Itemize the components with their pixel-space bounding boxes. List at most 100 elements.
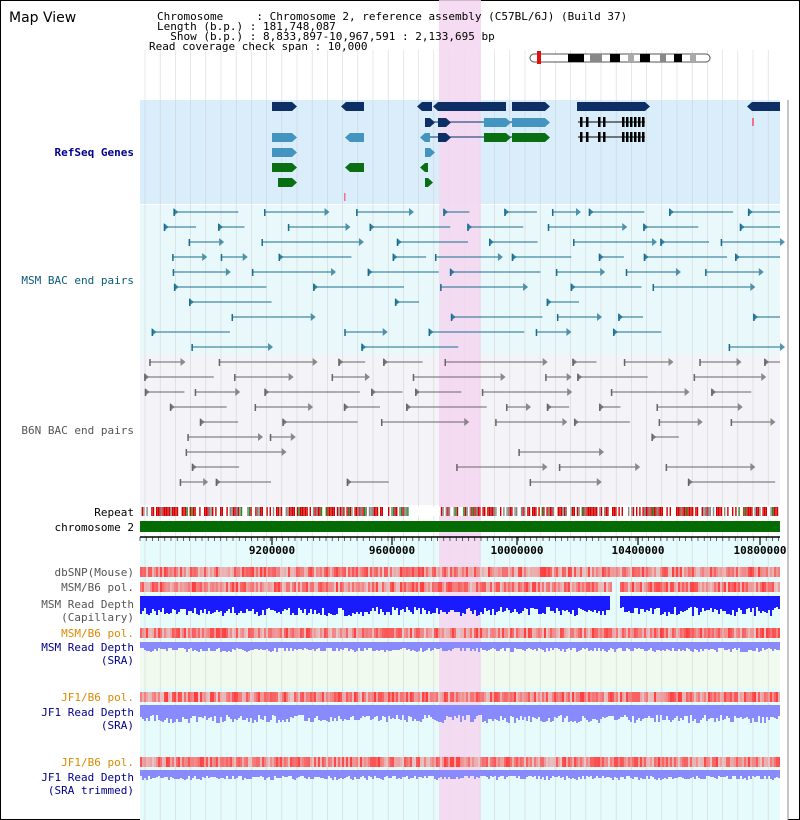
b6n-bac-pair-end	[254, 404, 257, 411]
jf1-pol-heat-cell	[208, 692, 210, 702]
msm-pol-sra-heat-cell	[638, 628, 640, 638]
msm-bac-pair-arrow	[151, 328, 157, 336]
msm-sra-depth-bar	[184, 642, 186, 649]
jf1-sra-depth-bar	[378, 705, 380, 721]
jf1-trim-depth-bar	[716, 770, 718, 779]
jf1-sra-depth-bar	[480, 705, 482, 715]
jf1-pol-heat-cell	[194, 692, 196, 702]
msm-capillary-depth-bar	[376, 596, 378, 607]
jf1-pol-heat-cell	[444, 692, 446, 702]
dbsnp-heat-cell	[156, 567, 158, 577]
msm-bac-pair-arrow	[173, 208, 179, 216]
gene-feature-arrow	[420, 133, 425, 142]
jf1-pol-heat-cell	[230, 692, 232, 702]
track-label-refseq[interactable]: RefSeq Genes	[54, 146, 134, 159]
dbsnp-heat-cell	[226, 567, 228, 577]
jf1-trim-depth-bar	[422, 770, 424, 778]
b6n-bac-pair-arrow	[169, 403, 175, 411]
msm-sra-depth-bar	[686, 642, 688, 648]
msm-pol-sra-heat-cell	[380, 628, 382, 638]
jf1-pol-trim-heat-cell	[706, 757, 708, 767]
msm-pol-heat-cell	[662, 582, 664, 592]
jf1-pol-heat-cell	[530, 692, 532, 702]
msm-pol-sra-heat-cell	[324, 628, 326, 638]
dbsnp-heat-cell	[308, 567, 310, 577]
msm-pol-heat-cell	[664, 582, 666, 592]
jf1-trim-depth-bar	[484, 770, 486, 776]
msm-capillary-depth-bar	[228, 596, 230, 609]
msm-sra-depth-bar	[286, 642, 288, 648]
msm-capillary-depth-bar	[382, 596, 384, 612]
msm-bac-pair-arrow	[202, 253, 208, 261]
msm-capillary-depth-bar	[334, 596, 336, 615]
dbsnp-heat-cell	[410, 567, 412, 577]
jf1-trim-depth-bar	[772, 770, 774, 780]
msm-pol-heat-cell	[406, 582, 408, 592]
coverage-span-info: Read coverage check span : 10,000	[149, 40, 368, 53]
msm-pol-heat-cell	[534, 582, 536, 592]
jf1-trim-depth-bar	[366, 770, 368, 780]
msm-bac-pair-arrow	[739, 223, 745, 231]
msm-sra-depth-bar	[604, 642, 606, 651]
msm-pol-heat-cell	[440, 582, 442, 592]
jf1-trim-depth-bar	[374, 770, 376, 776]
repeat-feature	[159, 507, 161, 516]
msm-capillary-depth-bar	[724, 596, 726, 611]
b6n-bac-pair-arrow	[770, 418, 776, 426]
b6n-bac-pair-end	[730, 419, 733, 426]
b6n-bac-pair-arrow	[761, 373, 767, 381]
jf1-pol-heat-cell	[626, 692, 628, 702]
dbsnp-heat-cell	[294, 567, 296, 577]
repeat-feature	[164, 507, 166, 516]
msm-pol-sra-heat-cell	[508, 628, 510, 638]
jf1-sra-depth-bar	[774, 705, 776, 718]
jf1-pol-trim-heat-cell	[240, 757, 242, 767]
msm-pol-heat-cell	[660, 582, 662, 592]
msm-pol-heat-cell	[622, 582, 624, 592]
msm-pol-heat-cell	[288, 582, 290, 592]
jf1-pol-trim-heat-cell	[576, 757, 578, 767]
msm-pol-heat-cell	[208, 582, 210, 592]
msm-capillary-depth-bar	[660, 596, 662, 615]
msm-pol-sra-heat-cell	[720, 628, 722, 638]
msm-bac-pair-arrow	[618, 313, 624, 321]
b6n-bac-pair-arrow	[180, 358, 186, 366]
msm-sra-depth-bar	[332, 642, 334, 651]
jf1-trim-depth-bar	[558, 770, 560, 776]
jf1-pol-trim-heat-cell	[762, 757, 764, 767]
dbsnp-heat-cell	[578, 567, 580, 577]
msm-capillary-depth-bar	[188, 596, 190, 611]
dbsnp-heat-cell	[596, 567, 598, 577]
b6n-bac-pair-end	[218, 359, 221, 366]
msm-capillary-depth-bar	[438, 596, 440, 614]
gene-feature-arrow	[417, 102, 422, 111]
jf1-sra-depth-bar	[708, 705, 710, 719]
jf1-sra-depth-bar	[618, 705, 620, 719]
msm-pol-heat-cell	[586, 582, 588, 592]
msm-pol-heat-cell	[674, 582, 676, 592]
jf1-pol-heat-cell	[396, 692, 398, 702]
dbsnp-heat-cell	[248, 567, 250, 577]
msm-pol-sra-heat-cell	[478, 628, 480, 638]
jf1-trim-depth-bar	[476, 770, 478, 777]
jf1-trim-depth-bar	[334, 770, 336, 777]
msm-pol-sra-heat-cell	[336, 628, 338, 638]
track-label-msm-bac[interactable]: MSM BAC end pairs	[21, 274, 134, 287]
msm-pol-heat-cell	[772, 582, 774, 592]
jf1-pol-trim-heat-cell	[350, 757, 352, 767]
jf1-pol-heat-cell	[492, 692, 494, 702]
repeat-feature	[221, 507, 223, 516]
msm-capillary-depth-bar	[596, 596, 598, 613]
jf1-pol-trim-heat-cell	[208, 757, 210, 767]
msm-pol-heat-cell	[418, 582, 420, 592]
gene-feature-arrow	[420, 163, 425, 172]
jf1-pol-heat-cell	[352, 692, 354, 702]
track-label-b6n-bac[interactable]: B6N BAC end pairs	[21, 424, 134, 437]
msm-pol-sra-heat-cell	[672, 628, 674, 638]
jf1-pol-trim-heat-cell	[592, 757, 594, 767]
msm-sra-depth-bar	[728, 642, 730, 649]
jf1-pol-heat-cell	[468, 692, 470, 702]
dbsnp-heat-cell	[656, 567, 658, 577]
msm-capillary-depth-bar	[368, 596, 370, 614]
msm-pol-sra-heat-cell	[572, 628, 574, 638]
